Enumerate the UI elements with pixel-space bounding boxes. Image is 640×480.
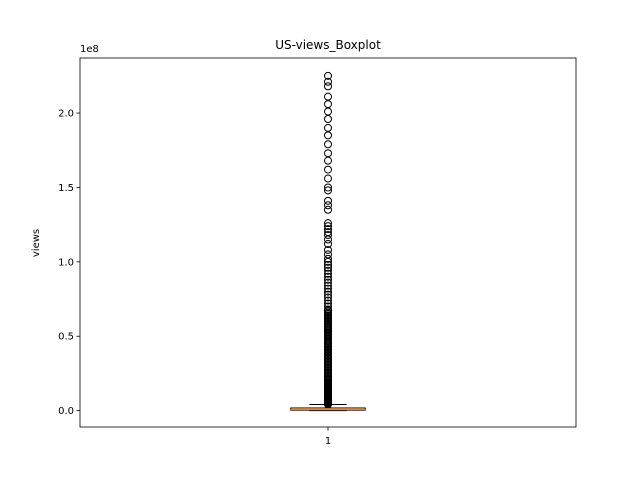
outlier-point	[324, 107, 332, 116]
y-axis: 0.0 0.5 1.0 1.5 2.0	[58, 109, 80, 417]
outlier-point	[324, 222, 332, 231]
outlier-point	[324, 266, 332, 275]
outlier-point	[324, 149, 332, 158]
y-offset-text: 1e8	[80, 44, 99, 55]
outlier-point	[324, 231, 332, 240]
outlier-point	[324, 225, 332, 234]
y-tick-label: 1.5	[58, 183, 74, 194]
outlier-point	[324, 296, 332, 305]
outlier-point	[324, 82, 332, 91]
outlier-point	[324, 263, 332, 272]
outlier-point	[324, 186, 332, 195]
outlier-point	[324, 272, 332, 281]
outlier-point	[324, 290, 332, 299]
y-tick-label: 2.0	[58, 109, 74, 120]
outlier-point	[324, 239, 332, 248]
y-axis-label: views	[31, 229, 42, 257]
outlier-point	[324, 165, 332, 174]
outlier-point	[324, 123, 332, 132]
outlier-point	[324, 92, 332, 101]
plot-area	[290, 71, 366, 412]
outlier-point	[324, 201, 332, 210]
outlier-point	[324, 228, 332, 237]
x-tick-label: 1	[325, 436, 331, 447]
outlier-point	[324, 299, 332, 308]
outlier-point	[324, 302, 332, 311]
outlier-point	[324, 183, 332, 192]
outlier-point	[324, 131, 332, 140]
outlier-point	[324, 287, 332, 296]
outlier-point	[324, 219, 332, 228]
outlier-point	[324, 254, 332, 263]
outlier-point	[324, 196, 332, 205]
axes-frame	[79, 57, 577, 428]
outlier-point	[324, 305, 332, 314]
outlier-point	[324, 284, 332, 293]
x-axis: 1	[325, 427, 331, 447]
outlier-point	[324, 71, 332, 80]
outlier-point	[324, 156, 332, 165]
outlier-point	[324, 100, 332, 109]
outlier-point	[324, 245, 332, 254]
chart-title: US-views_Boxplot	[275, 38, 381, 52]
outlier-point	[324, 174, 332, 183]
outlier-point	[324, 140, 332, 149]
outlier-point	[324, 250, 332, 259]
outlier-point	[324, 275, 332, 284]
y-tick-label: 1.0	[58, 257, 74, 268]
outlier-point	[324, 269, 332, 278]
outlier-point	[324, 77, 332, 86]
outlier-point	[324, 281, 332, 290]
outlier-point	[324, 205, 332, 214]
outlier-point	[324, 260, 332, 269]
outlier-point	[324, 278, 332, 287]
y-tick-label: 0.5	[58, 332, 74, 343]
y-tick-label: 0.0	[58, 406, 74, 417]
outlier-point	[324, 293, 332, 302]
outlier-point	[324, 115, 332, 124]
